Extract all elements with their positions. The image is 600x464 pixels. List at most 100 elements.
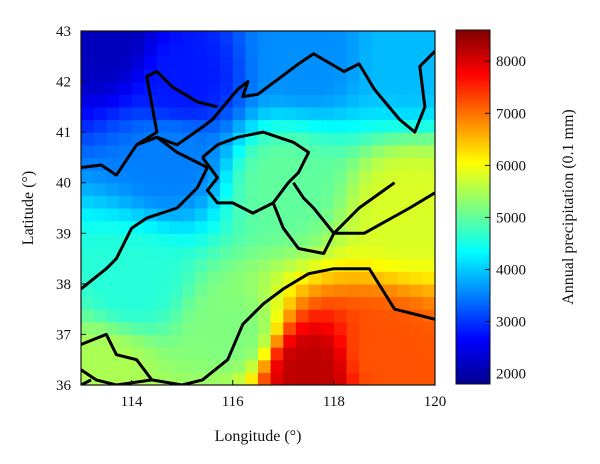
heatmap-cell <box>93 31 107 45</box>
heatmap-cell <box>232 144 246 159</box>
heatmap-cell <box>245 334 259 348</box>
heatmap-cell <box>144 195 158 209</box>
heatmap-cell <box>397 195 411 209</box>
heatmap-cell <box>232 359 246 373</box>
heatmap-cell <box>258 334 272 348</box>
heatmap-cell <box>371 144 386 159</box>
heatmap-cell <box>182 233 196 247</box>
heatmap-cell <box>207 372 221 385</box>
heatmap-cell <box>131 208 145 222</box>
heatmap-cell <box>93 208 107 222</box>
heatmap-cell <box>258 31 272 45</box>
heatmap-cell <box>295 372 310 385</box>
heatmap-cell <box>93 170 107 184</box>
heatmap-cell <box>169 119 183 133</box>
heatmap-cell <box>258 233 272 247</box>
heatmap-cell <box>207 208 221 222</box>
heatmap-cell <box>321 119 335 133</box>
heatmap-cell <box>93 132 107 146</box>
heatmap-cell <box>220 309 234 323</box>
heatmap-cell <box>220 283 234 298</box>
heatmap-cell <box>397 347 411 361</box>
heatmap-cell <box>169 258 183 272</box>
heatmap-cell <box>346 359 360 373</box>
heatmap-cell <box>81 43 95 57</box>
heatmap-cell <box>156 245 171 260</box>
heatmap-cell <box>131 170 145 184</box>
heatmap-cell <box>118 271 133 285</box>
heatmap-cell <box>93 195 107 209</box>
heatmap-cell <box>397 170 411 184</box>
heatmap-cell <box>220 233 234 247</box>
heatmap-cell <box>308 334 322 348</box>
heatmap-cell <box>397 334 411 348</box>
heatmap-cell <box>258 347 272 361</box>
colorbar-tick-label: 3000 <box>496 315 526 331</box>
heatmap-cell <box>359 271 373 285</box>
heatmap-cell <box>321 195 335 209</box>
y-tick-label: 41 <box>56 125 71 141</box>
heatmap-cell <box>346 144 360 159</box>
heatmap-cell <box>258 157 272 171</box>
heatmap-cell <box>346 31 360 45</box>
heatmap-cell <box>409 372 423 385</box>
heatmap-cell <box>93 81 107 95</box>
heatmap-cell <box>321 182 335 196</box>
heatmap-cell <box>270 43 284 57</box>
heatmap-cell <box>270 309 284 323</box>
heatmap-cell <box>258 106 272 121</box>
heatmap-cell <box>283 296 297 310</box>
y-axis-title: Latitude (°) <box>20 171 37 245</box>
heatmap-cell <box>106 195 120 209</box>
heatmap-cell <box>93 43 107 57</box>
heatmap-cell <box>131 43 145 57</box>
heatmap-cell <box>232 106 246 121</box>
heatmap-cell <box>93 296 107 310</box>
heatmap-cell <box>333 132 348 146</box>
heatmap-cell <box>409 132 423 146</box>
heatmap-cell <box>409 347 423 361</box>
heatmap-cell <box>156 258 171 272</box>
heatmap-cell <box>397 81 411 95</box>
heatmap-cell <box>156 321 171 336</box>
heatmap-cell <box>346 195 360 209</box>
heatmap-cell <box>144 56 158 70</box>
heatmap-cell <box>118 132 133 146</box>
heatmap-cell <box>207 347 221 361</box>
heatmap-cell <box>169 321 183 336</box>
heatmap-cell <box>422 359 435 373</box>
heatmap-cell <box>384 321 398 336</box>
heatmap-cell <box>422 182 435 196</box>
heatmap-cell <box>118 334 133 348</box>
heatmap-cell <box>118 68 133 83</box>
heatmap-cell <box>409 245 423 260</box>
heatmap-cell <box>397 321 411 336</box>
heatmap-cell <box>258 309 272 323</box>
boundary-line <box>81 332 154 385</box>
heatmap-cell <box>371 56 386 70</box>
heatmap-cell <box>258 119 272 133</box>
heatmap-cell <box>106 68 120 83</box>
heatmap-cell <box>359 132 373 146</box>
heatmap-cell <box>207 258 221 272</box>
heatmap-cell <box>295 309 310 323</box>
heatmap-cell <box>220 271 234 285</box>
heatmap-cell <box>409 258 423 272</box>
heatmap-cell <box>422 132 435 146</box>
heatmap-cell <box>422 233 435 247</box>
heatmap-cell <box>321 106 335 121</box>
heatmap-cell <box>409 321 423 336</box>
heatmap-cell <box>422 81 435 95</box>
heatmap-cell <box>169 233 183 247</box>
heatmap-cell <box>333 208 348 222</box>
heatmap-cell <box>207 43 221 57</box>
heatmap-cell <box>397 157 411 171</box>
heatmap-cell <box>106 347 120 361</box>
y-axis-ticks: 36 37 38 39 40 41 42 43 <box>56 24 86 394</box>
heatmap-cell <box>169 334 183 348</box>
heatmap-cell <box>131 347 145 361</box>
heatmap-cell <box>156 233 171 247</box>
heatmap-cell <box>283 106 297 121</box>
heatmap-cell <box>346 94 360 108</box>
heatmap-cell <box>308 106 322 121</box>
